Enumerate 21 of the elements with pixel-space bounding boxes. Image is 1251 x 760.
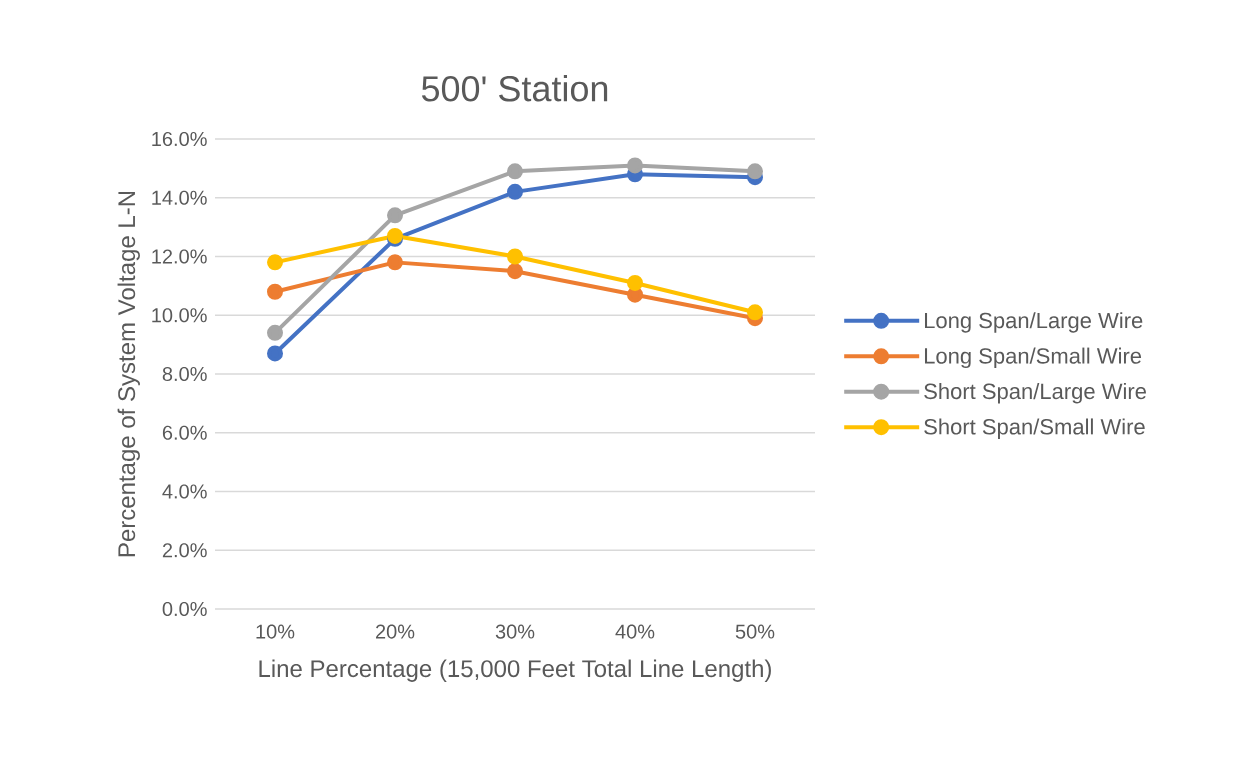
legend-label: Short Span/Small Wire bbox=[924, 418, 1145, 439]
y-axis-title: Percentage of System Voltage L-N bbox=[117, 191, 140, 557]
y-tick-label: 12.0% bbox=[152, 249, 207, 264]
y-tick-label: 2.0% bbox=[162, 543, 207, 558]
chart-title: 500' Station bbox=[421, 75, 608, 102]
legend-label: Long Span/Large Wire bbox=[925, 312, 1143, 333]
legend-label: Long Span/Small Wire bbox=[925, 347, 1142, 369]
x-tick-label: 40% bbox=[615, 624, 655, 639]
y-tick-label: 8.0% bbox=[162, 366, 207, 382]
x-tick-label: 50% bbox=[735, 624, 775, 639]
x-axis-title: Line Percentage (15,000 Feet Total Line Length) bbox=[259, 659, 771, 682]
x-tick-label: 10% bbox=[256, 624, 295, 639]
legend-label: Short Span/Large Wire bbox=[924, 382, 1146, 404]
x-tick-label: 20% bbox=[375, 624, 415, 639]
y-tick-label: 4.0% bbox=[162, 484, 207, 499]
y-tick-label: 14.0% bbox=[152, 190, 207, 205]
y-tick-label: 10.0% bbox=[152, 308, 207, 323]
y-tick-label: 6.0% bbox=[162, 425, 207, 440]
y-tick-label: 16.0% bbox=[152, 131, 207, 147]
y-tick-label: 0.0% bbox=[162, 601, 207, 617]
x-tick-label: 30% bbox=[495, 624, 535, 639]
